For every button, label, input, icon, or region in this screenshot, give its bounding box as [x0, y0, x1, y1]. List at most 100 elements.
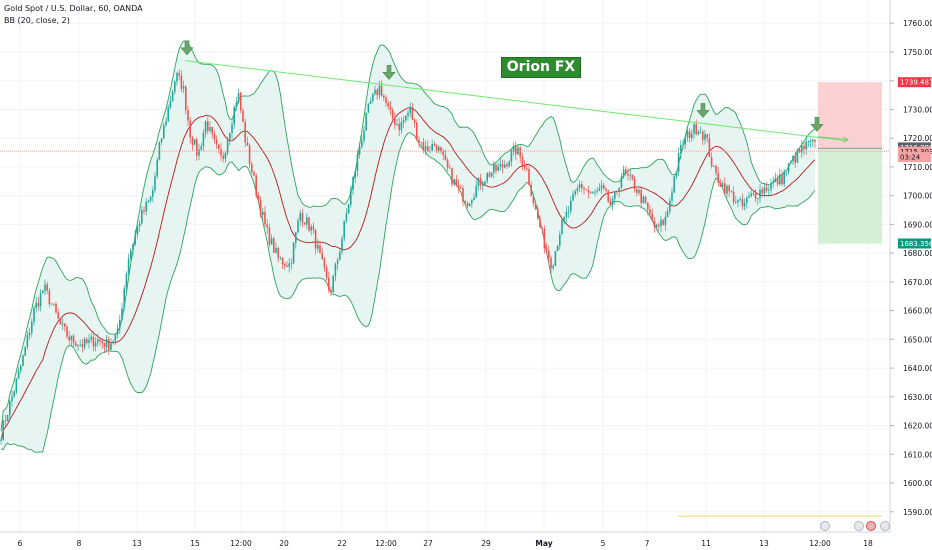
candle-body: [178, 72, 180, 76]
candle-body: [640, 189, 642, 204]
candle-body: [75, 342, 77, 347]
candle-body: [363, 130, 365, 141]
candle-body: [59, 318, 62, 325]
candle-body: [11, 396, 13, 402]
candle-body: [798, 149, 801, 153]
candle-body: [314, 229, 317, 249]
candle-body: [77, 345, 79, 347]
candle-body: [312, 226, 315, 230]
candle-body: [136, 225, 139, 235]
candle-body: [53, 303, 55, 305]
flag-icon[interactable]: [880, 521, 890, 531]
candle-body: [611, 199, 614, 205]
candle-body: [26, 334, 29, 347]
watermark-text: Orion FX: [506, 59, 576, 75]
candle-body: [600, 185, 603, 189]
price-label-bg: [898, 146, 931, 157]
candle-body: [317, 245, 319, 249]
resistance-trendline[interactable]: [184, 60, 849, 142]
candle-body: [255, 175, 257, 196]
candle-body: [662, 219, 664, 225]
candle-body: [389, 106, 392, 110]
candle-body: [424, 146, 427, 150]
candle-body: [510, 151, 513, 162]
candle-body: [422, 142, 425, 150]
down-arrow-icon[interactable]: [810, 116, 824, 132]
candle-body: [660, 219, 662, 227]
candle-body: [253, 172, 255, 176]
candle-body: [790, 161, 792, 164]
candle-body: [191, 137, 194, 145]
candle-body: [673, 176, 675, 193]
candle-body: [649, 209, 651, 214]
candle-body: [442, 151, 444, 156]
candle-body: [81, 344, 84, 348]
candle-body: [66, 326, 68, 337]
projection-arrow[interactable]: [817, 136, 849, 141]
candle-body: [343, 220, 345, 239]
candle-body: [413, 119, 416, 123]
time-tick-label: 6: [18, 539, 23, 548]
time-axis[interactable]: 6 8 13 15 12:00 20 22 12:00 27 29 May 5 7 11 13 12:00 18: [18, 539, 873, 548]
candle-body: [6, 415, 9, 422]
take-profit-zone[interactable]: [818, 148, 882, 244]
candle-body: [614, 191, 616, 200]
candle-body: [13, 391, 15, 397]
candle-body: [61, 323, 64, 325]
candle-body: [554, 251, 557, 266]
candle-body: [433, 144, 436, 146]
candle-body: [325, 267, 328, 278]
candle-body: [185, 86, 187, 111]
symbol-title[interactable]: Gold Spot / U.S. Dollar, 60, OANDA: [4, 4, 143, 13]
indicator-title[interactable]: BB (20, close, 2): [4, 16, 70, 25]
candle-body: [783, 172, 785, 185]
candle-body: [743, 203, 746, 207]
candle-body: [101, 341, 103, 344]
price-label-bg: [898, 238, 931, 249]
flag-icon[interactable]: [866, 521, 876, 531]
candle-body: [55, 303, 57, 313]
candle-body: [235, 102, 238, 108]
candle-body: [528, 169, 530, 185]
down-arrow-icon[interactable]: [382, 65, 396, 80]
candle-body: [204, 121, 207, 133]
candle-body: [735, 202, 737, 204]
candle-body: [125, 273, 128, 289]
candle-body: [226, 140, 229, 153]
candle-body: [721, 183, 724, 187]
candle-body: [0, 440, 2, 441]
candle-body: [719, 182, 722, 187]
candle-body: [64, 323, 66, 327]
candle-body: [521, 156, 524, 166]
candle-body: [402, 120, 405, 123]
candle-body: [484, 181, 486, 185]
candle-body: [598, 188, 601, 191]
candle-body: [545, 248, 548, 251]
candle-body: [297, 220, 299, 233]
candle-body: [160, 138, 163, 143]
candle-body: [295, 232, 297, 243]
down-arrow-icon[interactable]: [696, 103, 710, 118]
event-flags[interactable]: [818, 519, 890, 533]
candle-body: [345, 213, 348, 221]
candle-body: [132, 244, 134, 251]
candle-body: [193, 139, 196, 145]
candle-body: [400, 122, 403, 131]
candle-body: [94, 342, 97, 347]
candle-body: [88, 339, 90, 344]
stop-loss-zone[interactable]: [818, 82, 882, 149]
candle-body: [35, 302, 37, 308]
bollinger-basis: [0, 107, 816, 441]
candle-body: [741, 199, 744, 207]
price-tick-label: 1730.00: [903, 105, 932, 114]
candle-body: [257, 195, 260, 200]
time-tick-label: 12:00: [375, 539, 397, 548]
flag-icon[interactable]: [854, 521, 864, 531]
down-arrow-icon[interactable]: [180, 40, 194, 56]
candle-body: [358, 147, 361, 155]
price-axis[interactable]: 1590.00 1600.00 1610.00 1620.00 1630.00 1640.…: [890, 19, 932, 517]
candle-body: [50, 303, 53, 305]
flag-icon[interactable]: [820, 521, 830, 531]
candle-body: [292, 242, 295, 264]
